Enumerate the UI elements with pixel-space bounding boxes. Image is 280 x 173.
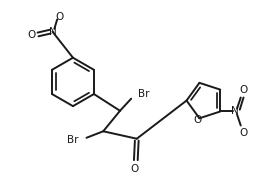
Text: O: O [131, 165, 139, 173]
Text: N: N [49, 27, 56, 37]
Text: O: O [56, 12, 64, 22]
Text: O: O [239, 128, 248, 138]
Text: O: O [239, 85, 248, 95]
Text: O: O [193, 115, 202, 125]
Text: N: N [231, 107, 239, 116]
Text: Br: Br [138, 89, 149, 99]
Text: O: O [28, 30, 36, 40]
Text: Br: Br [67, 135, 78, 145]
